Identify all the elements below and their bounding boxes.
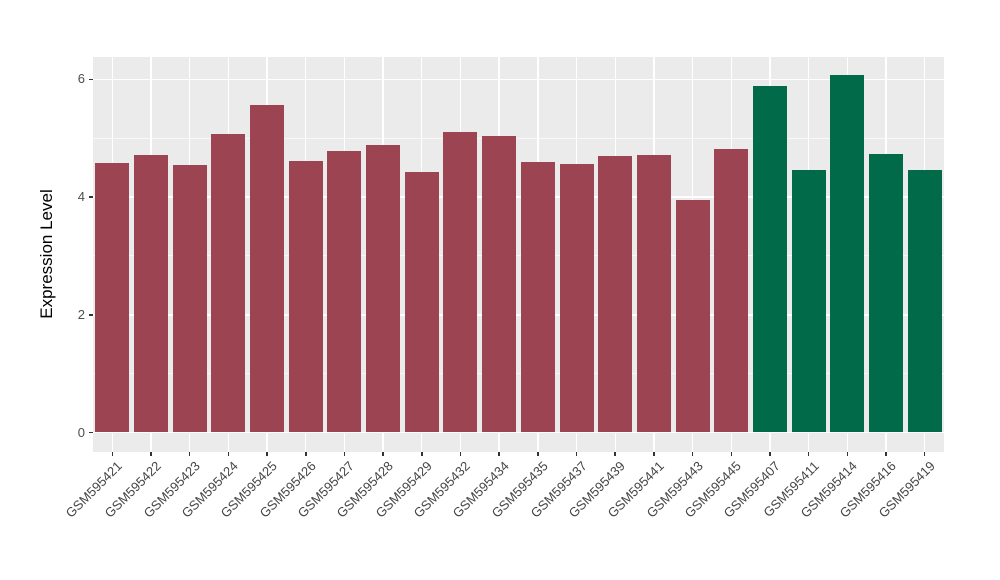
gridline-major-y-6: [93, 78, 944, 81]
gridline-major-y-4: [93, 196, 944, 198]
x-tick-GSM595434: [498, 451, 500, 456]
x-tick-GSM595421: [111, 451, 114, 456]
bar-GSM595437: [559, 164, 594, 433]
x-tick-GSM595429: [421, 451, 423, 456]
gridline-minor-y-3: [93, 255, 944, 257]
bar-GSM595414: [830, 75, 865, 433]
bar-GSM595407: [752, 86, 787, 433]
x-tick-GSM595441: [653, 451, 655, 456]
bar-GSM595428: [366, 144, 401, 433]
gridline-minor-y-5: [93, 137, 944, 139]
y-tick-label-6: 6: [77, 71, 85, 87]
bar-GSM595426: [288, 160, 323, 433]
bar-GSM595435: [520, 161, 555, 433]
bar-GSM595429: [404, 171, 439, 433]
x-tick-GSM595414: [846, 451, 849, 456]
gridline-minor-y-1: [93, 373, 944, 375]
x-tick-GSM595439: [614, 451, 616, 456]
x-tick-GSM595425: [266, 451, 268, 456]
y-tick-4: [89, 196, 93, 198]
plot-panel: [93, 57, 944, 452]
x-tick-GSM595427: [343, 451, 346, 456]
x-tick-GSM595428: [382, 451, 384, 456]
x-tick-GSM595443: [691, 451, 694, 456]
bar-GSM595422: [134, 155, 169, 433]
y-axis-title: Expression Level: [37, 189, 56, 319]
bar-GSM595416: [868, 153, 903, 433]
x-tick-GSM595423: [188, 451, 191, 456]
y-tick-label-2: 2: [77, 306, 85, 322]
bar-GSM595411: [791, 170, 826, 433]
x-tick-GSM595422: [150, 451, 152, 456]
bar-GSM595421: [95, 162, 130, 433]
bar-GSM595423: [172, 165, 207, 433]
x-tick-GSM595424: [227, 451, 230, 456]
bar-GSM595424: [211, 133, 246, 433]
x-tick-GSM595426: [305, 451, 307, 456]
bar-GSM595427: [327, 151, 362, 433]
x-tick-GSM595411: [807, 451, 810, 456]
x-tick-GSM595419: [923, 451, 926, 456]
y-tick-label-0: 0: [77, 424, 85, 440]
gridline-major-y-0: [93, 431, 944, 434]
bar-GSM595432: [443, 132, 478, 433]
bar-GSM595445: [714, 149, 749, 433]
y-tick-label-4: 4: [77, 189, 85, 205]
y-tick-2: [89, 314, 93, 316]
x-tick-GSM595435: [537, 451, 539, 456]
bar-GSM595425: [250, 104, 285, 433]
bar-GSM595419: [907, 170, 942, 433]
x-tick-GSM595407: [769, 451, 771, 456]
x-tick-GSM595416: [885, 451, 887, 456]
y-tick-0: [89, 431, 93, 434]
bar-GSM595441: [636, 154, 671, 433]
bar-GSM595439: [598, 156, 633, 433]
y-tick-6: [89, 78, 93, 81]
gridline-major-y-2: [93, 314, 944, 316]
x-tick-GSM595445: [730, 451, 732, 456]
bar-GSM595443: [675, 200, 710, 433]
x-tick-GSM595432: [459, 451, 462, 456]
bar-GSM595434: [482, 135, 517, 433]
x-tick-GSM595437: [575, 451, 578, 456]
